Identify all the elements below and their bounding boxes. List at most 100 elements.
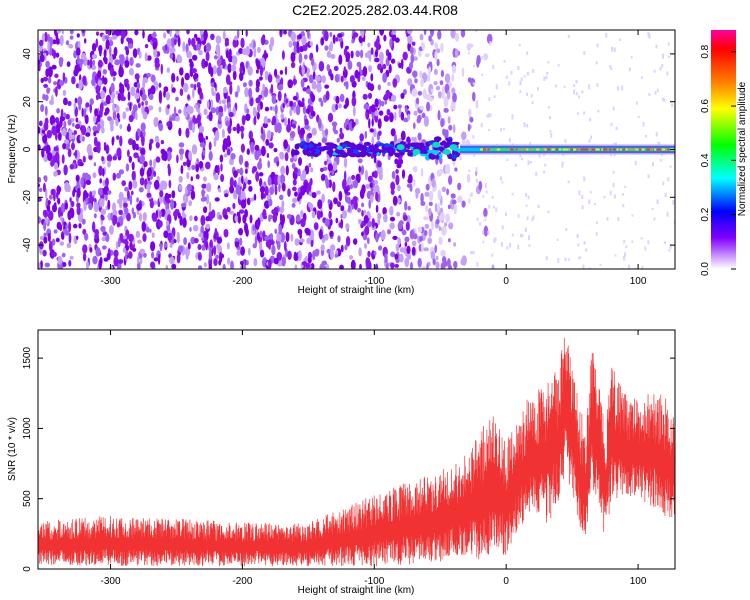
heatmap-cell xyxy=(653,69,656,73)
heatmap-cell xyxy=(284,66,288,76)
heatmap-cell xyxy=(275,78,280,84)
heatmap-cell xyxy=(224,193,229,198)
heatmap-cell xyxy=(258,94,263,99)
heatmap-cell xyxy=(523,75,526,78)
heatmap-cell xyxy=(457,182,462,191)
heatmap-cell xyxy=(259,249,265,258)
heatmap-cell xyxy=(460,258,466,266)
heatmap-cell xyxy=(239,125,245,133)
heatmap-cell xyxy=(173,39,177,46)
heatmap-cell xyxy=(183,82,189,93)
heatmap-cell xyxy=(218,99,222,105)
x-tick-label: 100 xyxy=(630,276,647,287)
heatmap-cell xyxy=(531,218,534,222)
heatmap-cell xyxy=(310,239,314,248)
heatmap-cell xyxy=(469,194,472,197)
heatmap-cell xyxy=(340,75,344,83)
heatmap-cell xyxy=(273,147,278,153)
heatmap-cell xyxy=(50,94,54,104)
heatmap-cell xyxy=(88,155,93,160)
heatmap-cell xyxy=(367,250,371,258)
heatmap-cell xyxy=(537,204,540,209)
heatmap-cell xyxy=(446,188,449,196)
heatmap-cell xyxy=(74,149,78,159)
heatmap-cell xyxy=(305,108,311,114)
heatmap-cell xyxy=(127,91,131,101)
heatmap-cell xyxy=(259,241,263,253)
heatmap-cell xyxy=(160,63,163,75)
heatmap-cell xyxy=(437,30,442,40)
heatmap-cell xyxy=(450,105,454,110)
heatmap-cell xyxy=(451,154,458,159)
heatmap-cell xyxy=(520,157,523,161)
heatmap-cell xyxy=(201,188,205,198)
heatmap-cell xyxy=(488,113,491,117)
heatmap-cell xyxy=(370,194,374,204)
heatmap-cell xyxy=(151,74,156,83)
heatmap-cell xyxy=(105,233,110,243)
heatmap-cell xyxy=(345,124,350,131)
heatmap-cell xyxy=(149,228,152,233)
heatmap-cell xyxy=(137,155,140,163)
heatmap-cell xyxy=(441,89,445,99)
heatmap-cell xyxy=(640,76,643,79)
snr-frame xyxy=(37,329,676,570)
heatmap-cell xyxy=(352,121,356,127)
heatmap-cell xyxy=(333,124,337,132)
heatmap-cell xyxy=(335,103,339,111)
heatmap-cell xyxy=(192,88,195,99)
heatmap-cell xyxy=(422,88,427,99)
heatmap-cell xyxy=(439,142,445,146)
heatmap-cell xyxy=(366,260,372,269)
heatmap-cell xyxy=(121,180,126,187)
heatmap-cell xyxy=(527,195,530,200)
heatmap-cell xyxy=(96,114,101,123)
heatmap-cell xyxy=(336,146,343,150)
heatmap-cell xyxy=(264,235,270,241)
heatmap-cell xyxy=(389,216,396,222)
heatmap-cell xyxy=(155,156,161,163)
heatmap-cell xyxy=(277,84,284,91)
heatmap-cell xyxy=(298,33,302,40)
heatmap-cell xyxy=(438,225,441,232)
heatmap-cell xyxy=(367,175,373,183)
heatmap-cell xyxy=(280,77,284,86)
heatmap-cell xyxy=(129,56,134,66)
heatmap-cell xyxy=(488,97,491,102)
heatmap-cell xyxy=(644,246,647,251)
heatmap-cell xyxy=(518,43,521,47)
heatmap-cell xyxy=(427,237,433,245)
heatmap-cell xyxy=(377,160,382,168)
heatmap-cell xyxy=(92,125,97,132)
heatmap-cell xyxy=(140,130,143,139)
heatmap-cell xyxy=(441,186,447,193)
heatmap-cell xyxy=(525,204,528,207)
heatmap-cell xyxy=(182,217,187,228)
heatmap-cell xyxy=(38,120,43,127)
heatmap-cell xyxy=(132,139,137,151)
heatmap-cell xyxy=(274,104,278,115)
heatmap-cell xyxy=(121,96,126,101)
heatmap-cell xyxy=(117,93,122,101)
heatmap-cell xyxy=(111,136,115,144)
heatmap-cell xyxy=(101,34,106,42)
heatmap-cell xyxy=(79,134,83,142)
heatmap-cell xyxy=(321,193,325,203)
heatmap-cell xyxy=(394,133,397,144)
heatmap-cell xyxy=(482,240,485,244)
heatmap-cell xyxy=(415,97,420,105)
snr-y-label: SNR (10 * v/v) xyxy=(7,417,18,481)
heatmap-cell xyxy=(76,33,80,38)
heatmap-cell xyxy=(38,183,41,188)
heatmap-cell xyxy=(472,91,476,102)
heatmap-cell xyxy=(192,224,199,232)
heatmap-cell xyxy=(182,41,186,52)
heatmap-cell xyxy=(290,61,296,69)
heatmap-cell xyxy=(49,115,56,126)
heatmap-cell xyxy=(662,53,664,59)
heatmap-cell xyxy=(389,38,393,48)
heatmap-cell xyxy=(198,49,203,56)
heatmap-cell xyxy=(443,143,449,149)
heatmap-cell xyxy=(390,181,396,191)
